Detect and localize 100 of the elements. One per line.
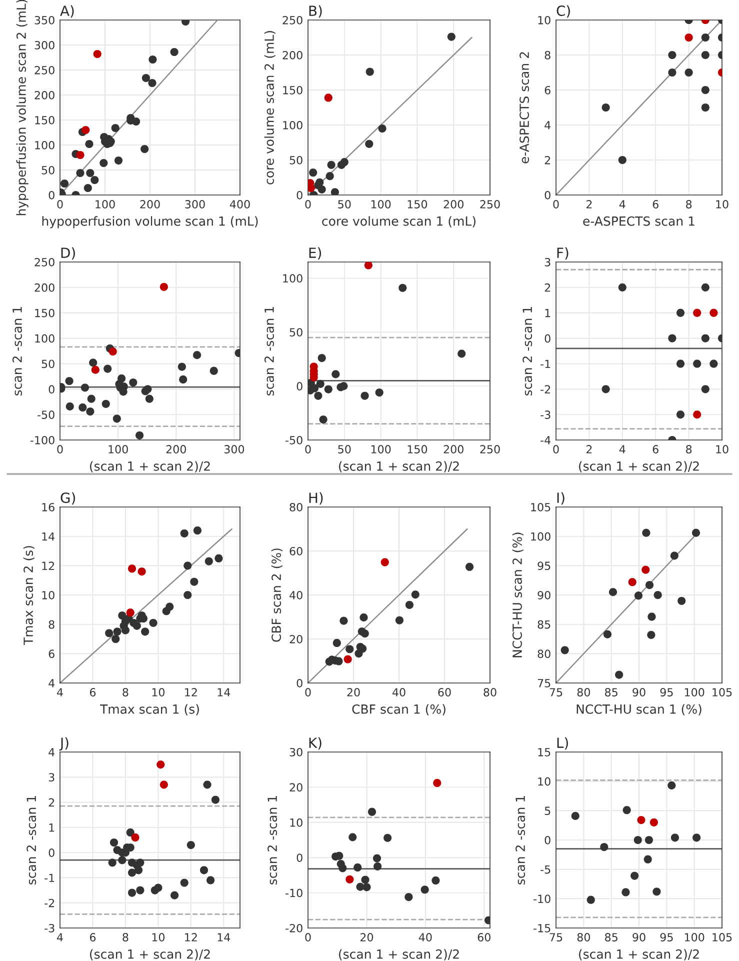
x-tick-label: 20 <box>347 688 360 696</box>
chart-title: A) <box>60 5 74 18</box>
chart-title: B) <box>309 5 322 18</box>
y-tick-label: 50 <box>42 360 54 368</box>
y-axis-title: scan 2 -scan 1 <box>516 796 526 884</box>
x-tick-label: 100 <box>371 445 391 454</box>
y-tick-label: 6 <box>544 86 550 94</box>
chart-title: H) <box>309 492 323 505</box>
y-tick-label: 200 <box>34 283 54 292</box>
x-tick-label: 8 <box>686 445 692 454</box>
y-tick-label: -2 <box>44 898 54 908</box>
x-tick-label: 105 <box>712 933 732 942</box>
x-axis-title: (scan 1 + scan 2)/2 <box>90 949 210 960</box>
y-tick-label: 3 <box>48 773 54 782</box>
y-axis-title: scan 2 -scan 1 <box>268 796 278 884</box>
x-tick-label: 6 <box>652 445 658 454</box>
chart-title: I) <box>557 492 564 505</box>
y-tick-label: 200 <box>282 50 302 60</box>
x-tick-label: 105 <box>712 688 732 696</box>
y-tick-label: 85 <box>538 620 550 629</box>
y-tick-label: -2 <box>540 385 550 394</box>
y-tick-label: 5 <box>544 806 550 816</box>
x-tick-label: 0 <box>553 200 559 208</box>
y-tick-label: 250 <box>34 66 54 74</box>
y-tick-label: 50 <box>290 156 302 164</box>
y-tick-label: 12 <box>42 562 54 570</box>
x-tick-label: 80 <box>577 688 590 696</box>
y-tick-label: 20 <box>290 783 302 792</box>
x-tick-label: 14 <box>218 688 230 696</box>
x-tick-label: 60 <box>478 933 490 942</box>
y-axis-title: core volume scan 2 (mL) <box>264 31 276 184</box>
y-tick-label: -15 <box>534 924 550 932</box>
x-tick-label: 40 <box>418 933 432 942</box>
x-tick-label: 4 <box>57 933 63 942</box>
y-tick-label: -3 <box>540 410 550 419</box>
y-tick-label: 1 <box>545 308 550 318</box>
x-axis-title: core volume scan 1 (mL) <box>322 216 476 228</box>
y-tick-label: 6 <box>48 650 54 658</box>
y-tick-label: 50 <box>290 328 302 336</box>
x-axis-title: hypoperfusion volume scan 1 (mL) <box>42 216 258 228</box>
x-tick-label: 250 <box>480 200 500 208</box>
x-tick-label: 0 <box>305 933 311 942</box>
y-tick-label: 15 <box>538 748 550 756</box>
y-tick-label: 105 <box>531 502 550 512</box>
x-tick-label: 0 <box>305 200 311 208</box>
y-tick-label: -10 <box>534 894 550 904</box>
x-tick-label: 0 <box>305 445 311 454</box>
x-tick-label: 10 <box>716 445 728 454</box>
y-tick-label: 10 <box>538 777 550 786</box>
chart-title: J) <box>59 737 68 751</box>
y-tick-label: -3 <box>44 924 54 932</box>
x-tick-label: 80 <box>484 688 496 696</box>
chart-title: D) <box>61 247 75 260</box>
x-axis-title: (scan 1 + scan 2)/2 <box>579 461 699 472</box>
y-tick-label: 100 <box>531 532 550 541</box>
y-tick-label: 100 <box>35 334 54 343</box>
y-tick-label: 0 <box>296 854 302 862</box>
x-tick-label: 100 <box>96 200 115 208</box>
x-tick-label: 8 <box>122 688 128 696</box>
y-tick-label: 80 <box>538 650 550 658</box>
x-tick-label: 200 <box>444 200 464 208</box>
x-tick-label: 8 <box>122 933 128 942</box>
chart-title: E) <box>309 247 321 260</box>
y-tick-label: 40 <box>290 590 302 600</box>
y-tick-label: 20 <box>290 634 302 644</box>
y-tick-label: 0 <box>48 190 54 200</box>
y-tick-label: 2 <box>48 798 54 807</box>
x-tick-label: 6 <box>90 933 96 942</box>
y-tick-label: -100 <box>30 436 54 444</box>
x-axis-title: (scan 1 + scan 2)/2 <box>339 461 459 472</box>
x-tick-label: 85 <box>605 688 618 696</box>
y-tick-label: 8 <box>48 620 54 629</box>
x-tick-label: 4 <box>619 445 626 454</box>
y-axis-title: CBF scan 2 (%) <box>271 548 282 642</box>
y-axis-title: scan 2 -scan 1 <box>522 307 532 396</box>
y-tick-label: 4 <box>48 679 55 688</box>
chart-title: G) <box>60 492 75 505</box>
y-axis-title: scan 2 -scan 1 <box>264 307 274 396</box>
y-tick-label: 1 <box>49 824 54 832</box>
y-tick-label: 300 <box>34 40 54 50</box>
x-tick-label: 14 <box>218 933 230 942</box>
y-tick-label: 250 <box>282 16 302 24</box>
y-axis-title: scan 2 -scan 1 <box>12 307 22 396</box>
x-tick-label: 100 <box>108 445 128 454</box>
y-tick-label: 150 <box>35 116 54 124</box>
y-tick-label: 0 <box>544 190 550 200</box>
x-tick-label: 150 <box>408 200 428 208</box>
x-tick-label: 90 <box>632 933 646 942</box>
x-tick-label: 50 <box>338 200 351 208</box>
x-tick-label: 4 <box>57 688 63 696</box>
x-tick-label: 10 <box>152 688 165 696</box>
y-tick-label: 30 <box>290 748 302 756</box>
x-tick-label: 150 <box>408 445 428 454</box>
y-tick-label: 0 <box>296 190 302 200</box>
y-tick-label: -1 <box>44 874 54 882</box>
y-tick-label: 10 <box>538 16 550 24</box>
y-tick-label: 3 <box>544 258 550 266</box>
y-tick-label: 4 <box>544 121 551 130</box>
y-tick-label: 10 <box>290 818 302 827</box>
chart-title: L) <box>557 737 568 750</box>
